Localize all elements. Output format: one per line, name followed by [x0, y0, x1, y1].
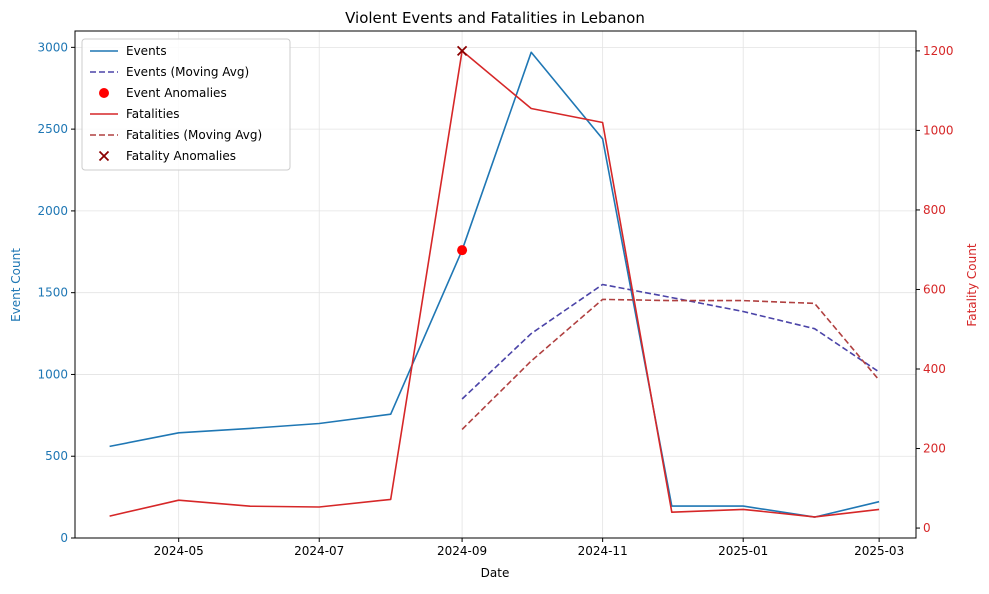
plot-frame — [74, 30, 917, 539]
series-line-events-moving-avg — [461, 283, 880, 400]
fatality-anomaly-marker — [456, 45, 468, 57]
left-tick-label: 2000 — [37, 204, 68, 218]
event-anomaly-point — [457, 245, 468, 256]
left-tick-label: 1500 — [37, 286, 68, 300]
right-tick-label: 600 — [923, 282, 946, 296]
x-tick-label: 2024-11 — [578, 544, 628, 558]
x-tick-label: 2025-03 — [854, 544, 904, 558]
legend-box — [81, 38, 291, 171]
legend-label: Fatalities — [126, 107, 180, 121]
series-line-fatalities — [109, 50, 880, 518]
legend: Events Events (Moving Avg) Event Anomalies… — [81, 38, 291, 171]
x-tick-label: 2024-07 — [294, 544, 344, 558]
right-tick-label: 1200 — [923, 44, 954, 58]
left-tick-label: 3000 — [37, 40, 68, 54]
series-line-fatalities-moving-avg — [461, 298, 880, 430]
x-tick-label: 2024-05 — [154, 544, 204, 558]
right-tick-label: 0 — [923, 521, 931, 535]
series-layer — [109, 45, 880, 518]
legend-label: Fatality Anomalies — [126, 149, 236, 163]
legend-label: Fatalities (Moving Avg) — [126, 128, 262, 142]
x-axis-label: Date — [481, 566, 510, 580]
chart-title: Violent Events and Fatalities in Lebanon — [345, 9, 645, 27]
right-tick-label: 1000 — [923, 123, 954, 137]
x-tick-label: 2025-01 — [718, 544, 768, 558]
series-line-events — [109, 51, 880, 518]
legend-label: Events — [126, 44, 167, 58]
left-tick-label: 0 — [60, 531, 68, 545]
right-tick-label: 200 — [923, 442, 946, 456]
right-tick-label: 800 — [923, 203, 946, 217]
right-tick-label: 400 — [923, 362, 946, 376]
legend-label: Events (Moving Avg) — [126, 65, 249, 79]
right-axis-label: Fatality Count — [965, 243, 979, 326]
x-tick-label: 2024-09 — [437, 544, 487, 558]
left-tick-label: 2500 — [37, 122, 68, 136]
axes: 2024-05 2024-07 2024-09 2024-11 2025-01 2025-… — [37, 40, 953, 558]
left-tick-label: 500 — [45, 449, 68, 463]
legend-label: Event Anomalies — [126, 86, 227, 100]
left-axis-label: Event Count — [9, 248, 23, 322]
left-tick-label: 1000 — [37, 367, 68, 381]
legend-swatch — [98, 150, 110, 162]
legend-swatch — [99, 88, 109, 98]
